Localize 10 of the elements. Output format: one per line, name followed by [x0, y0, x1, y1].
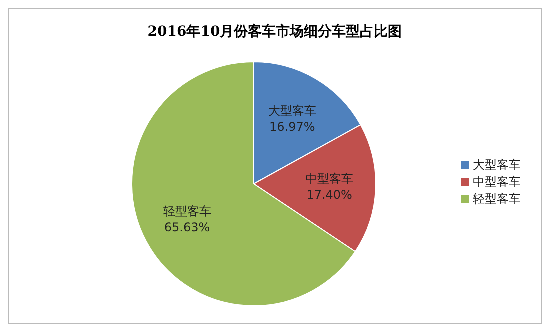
slice-label: 大型客车 [268, 104, 316, 118]
legend-label: 大型客车 [473, 158, 521, 172]
chart-title: 2016年10月份客车市场细分车型占比图 [146, 22, 404, 42]
data-label: 16.97% [270, 120, 316, 134]
legend-label: 轻型客车 [473, 192, 521, 206]
data-label: 65.63% [164, 220, 210, 235]
slice-label: 轻型客车 [163, 204, 212, 219]
data-label: 17.40% [306, 188, 352, 202]
slice-label: 中型客车 [306, 172, 354, 186]
legend-label: 中型客车 [473, 174, 521, 188]
